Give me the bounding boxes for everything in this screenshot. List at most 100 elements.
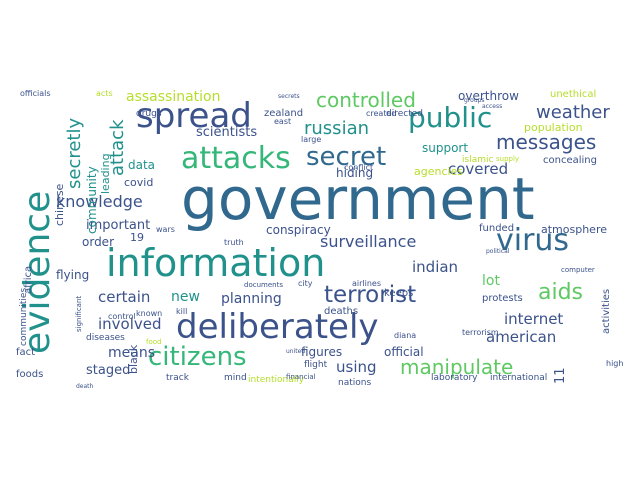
cloud-word: official — [384, 345, 424, 359]
cloud-word: islamic — [462, 155, 494, 165]
cloud-word: known — [136, 309, 163, 318]
cloud-word: protests — [482, 293, 523, 304]
cloud-word: deliberately — [176, 307, 379, 347]
cloud-word: indian — [412, 258, 459, 276]
cloud-word: hiding — [336, 166, 374, 180]
cloud-word: documents — [244, 281, 283, 289]
cloud-word: high — [606, 359, 624, 368]
cloud-word: mind — [224, 373, 247, 383]
cloud-word: flight — [304, 360, 328, 370]
cloud-word: secret — [306, 142, 387, 172]
cloud-word: secrets — [278, 93, 300, 100]
cloud-word: covid — [124, 176, 154, 189]
cloud-word: community — [85, 166, 99, 234]
cloud-word: new — [171, 289, 200, 305]
cloud-word: attacks — [181, 141, 291, 176]
cloud-word: support — [422, 141, 469, 155]
cloud-word: access — [482, 103, 503, 110]
cloud-word: control — [108, 312, 136, 321]
cloud-word: foods — [16, 369, 44, 380]
cloud-word: airlines — [352, 279, 382, 288]
cloud-word: conspiracy — [266, 223, 331, 237]
word-cloud: government information deliberately atta… — [16, 84, 626, 393]
cloud-word: american — [486, 328, 557, 346]
cloud-word: russian — [304, 118, 370, 139]
cloud-word: food — [146, 338, 162, 346]
cloud-word: supply — [496, 155, 520, 163]
cloud-word: track — [166, 373, 189, 383]
cloud-word: virus — [496, 223, 570, 258]
cloud-word: secretly — [64, 117, 85, 189]
cloud-word: financial — [286, 373, 316, 381]
cloud-word: leading — [99, 153, 112, 194]
cloud-word: lot — [482, 273, 500, 289]
cloud-word: significant — [75, 295, 83, 332]
cloud-word: nations — [338, 378, 372, 388]
cloud-word: black — [127, 344, 140, 374]
cloud-word: chinese — [53, 183, 66, 226]
cloud-word: groups — [464, 97, 485, 104]
cloud-word: diseases — [86, 333, 125, 343]
cloud-word: spread — [136, 96, 252, 136]
cloud-word: knowledge — [56, 192, 143, 211]
cloud-word: kill — [176, 307, 188, 316]
cloud-word: computer — [561, 266, 595, 274]
cloud-word: important — [86, 218, 151, 233]
cloud-word: using — [336, 358, 377, 376]
cloud-word: deaths — [324, 306, 359, 317]
cloud-word: city — [298, 279, 313, 288]
cloud-word: acts — [96, 89, 113, 98]
cloud-word: certain — [98, 288, 151, 306]
cloud-word: staged — [86, 363, 131, 378]
cloud-word: intentionally — [248, 375, 305, 385]
cloud-word: agencies — [414, 165, 464, 178]
cloud-word: concealing — [543, 155, 597, 166]
cloud-word: flying — [56, 268, 90, 282]
cloud-word: terrorism — [462, 328, 499, 337]
cloud-word: assassination — [126, 89, 221, 105]
cloud-word: controlled — [316, 88, 416, 112]
cloud-word: truth — [224, 238, 244, 247]
cloud-word: terrorist — [324, 282, 417, 308]
cloud-word: data — [128, 158, 156, 172]
cloud-word: atmosphere — [541, 223, 607, 236]
cloud-word: unethical — [550, 89, 597, 100]
cloud-word: united — [286, 348, 306, 355]
cloud-word: 11 — [553, 367, 568, 384]
cloud-word: population — [524, 121, 583, 134]
cloud-word: political — [486, 248, 510, 255]
cloud-word: death — [76, 383, 94, 390]
cloud-word: covered — [448, 160, 509, 178]
cloud-word: surveillance — [320, 232, 417, 251]
cloud-word: directed — [386, 109, 423, 119]
cloud-word: figures — [301, 345, 343, 359]
cloud-word: conflict — [344, 163, 374, 172]
cloud-word: 19 — [130, 231, 144, 244]
cloud-word: diana — [394, 331, 417, 340]
cloud-word: east — [274, 117, 292, 126]
cloud-word: officials — [20, 89, 51, 98]
cloud-word: international — [490, 373, 548, 383]
cloud-word: communities — [19, 287, 29, 346]
cloud-word: activities — [601, 288, 612, 334]
cloud-word: overthrow — [458, 89, 519, 103]
cloud-word: laboratory — [431, 373, 478, 383]
cloud-word: information — [106, 241, 326, 285]
cloud-word: public — [408, 101, 493, 134]
cloud-word: scientists — [196, 125, 258, 140]
cloud-word: messages — [496, 130, 597, 154]
cloud-word: involved — [98, 315, 162, 333]
cloud-word: citizens — [148, 342, 247, 372]
cloud-word: order — [82, 235, 114, 249]
cloud-word: wars — [156, 225, 175, 234]
cloud-word: keeps — [384, 288, 414, 299]
cloud-word: aids — [538, 280, 584, 305]
cloud-word: drugs — [136, 109, 162, 119]
cloud-word: government — [181, 165, 535, 233]
cloud-word: funded — [479, 223, 515, 234]
cloud-word: zealand — [264, 108, 304, 119]
cloud-word: internet — [504, 310, 564, 328]
cloud-word: planning — [221, 291, 282, 307]
cloud-word: weather — [536, 102, 610, 123]
cloud-word: large — [301, 135, 322, 144]
